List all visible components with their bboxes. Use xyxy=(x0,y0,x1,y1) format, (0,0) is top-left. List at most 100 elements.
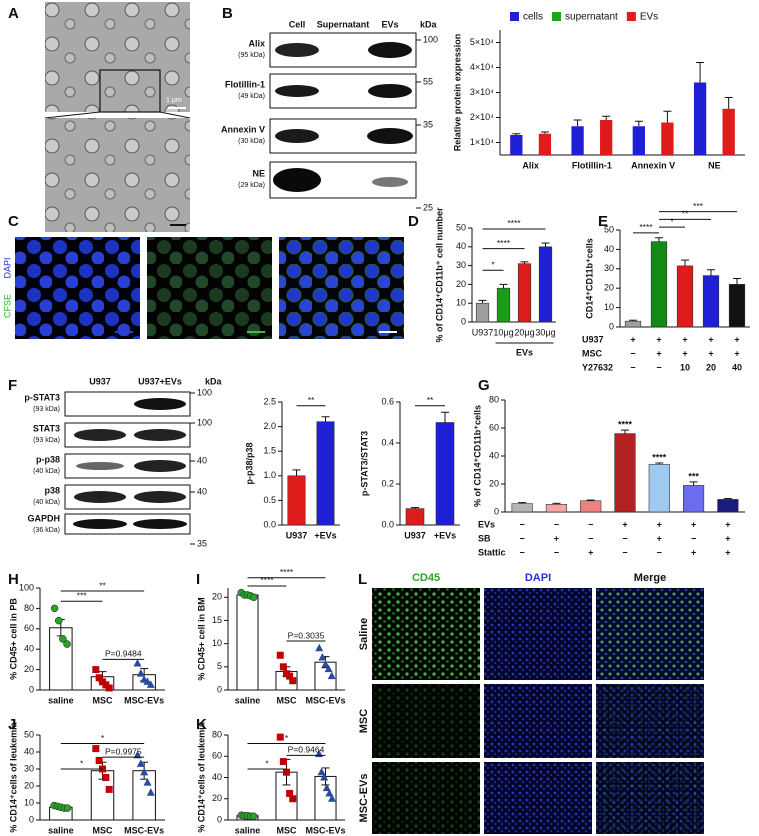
data-point xyxy=(283,768,290,776)
panel-label: G xyxy=(478,377,490,394)
y-tick-label: 40 xyxy=(456,241,466,251)
data-point xyxy=(321,660,330,668)
marker-label: 55 xyxy=(423,76,433,86)
protein-name: p-p38 xyxy=(36,454,60,464)
y-tick-label: 3×10⁴ xyxy=(470,87,494,97)
y-tick-label: 10 xyxy=(456,298,466,308)
y-tick-label: 20 xyxy=(212,592,222,602)
bar xyxy=(614,433,636,513)
condition-mark: + xyxy=(630,334,635,344)
condition-mark: + xyxy=(691,519,696,529)
y-tick-label: 0.2 xyxy=(381,478,394,488)
protein-size: (49 kDa) xyxy=(238,93,265,100)
data-point xyxy=(136,759,145,767)
y-tick-label: 5×10⁴ xyxy=(470,37,494,47)
data-point xyxy=(315,643,324,652)
data-point xyxy=(320,773,329,781)
protein-size: (95 kDa) xyxy=(238,52,265,59)
bar xyxy=(475,302,490,323)
data-point xyxy=(55,616,63,625)
condition-mark: + xyxy=(734,348,739,358)
condition-mark: − xyxy=(588,533,593,543)
y-axis-label: CD14⁺CD11b⁺cells xyxy=(584,238,594,319)
data-point xyxy=(317,767,326,776)
condition-mark: − xyxy=(630,348,635,358)
y-tick-label: 50 xyxy=(456,222,466,232)
lane-label: Supernatant xyxy=(317,19,370,29)
protein-name: Alix xyxy=(248,38,265,48)
fluorescence-image xyxy=(147,237,272,339)
bar xyxy=(702,275,720,328)
lane-label: Cell xyxy=(289,19,306,29)
tissue-overlay xyxy=(596,684,704,758)
y-tick-label: 60 xyxy=(24,623,34,633)
x-tick-label: saline xyxy=(235,825,261,835)
band xyxy=(76,462,124,470)
significance: *** xyxy=(77,591,88,601)
y-axis-label: % CD45+ cell in BM xyxy=(196,597,206,680)
y-axis-label: p-p38/p38 xyxy=(244,442,254,484)
significance: ** xyxy=(427,395,434,405)
bar xyxy=(661,122,674,155)
significance: ** xyxy=(682,209,689,219)
y-tick-label: 100 xyxy=(19,582,34,592)
y-axis-label: % CD14⁺cells of leukemia xyxy=(196,721,206,832)
significance: P=0.3035 xyxy=(288,630,325,640)
marker-label: 100 xyxy=(197,387,212,397)
significance: **** xyxy=(260,575,274,585)
x-tick-label: saline xyxy=(235,695,261,705)
protein-size: (30 kDa) xyxy=(238,138,265,145)
y-tick-label: 0.5 xyxy=(263,495,276,505)
band xyxy=(134,491,186,503)
bar xyxy=(676,265,694,328)
y-tick-label: 0 xyxy=(609,321,614,331)
data-point xyxy=(136,669,145,677)
y-tick-label: 20 xyxy=(212,793,222,803)
inset-line xyxy=(159,111,191,119)
y-tick-label: 20 xyxy=(489,478,499,488)
y-tick-label: 1.5 xyxy=(263,446,276,456)
y-axis-label: % CD45+ cell in PB xyxy=(8,598,18,680)
y-tick-label: 0 xyxy=(217,814,222,824)
data-point xyxy=(279,663,287,671)
legend-label: supernatant xyxy=(565,12,618,23)
data-point xyxy=(276,651,284,659)
data-point xyxy=(328,794,336,802)
protein-name: p38 xyxy=(44,485,60,495)
condition-mark: + xyxy=(725,519,730,529)
condition-mark: + xyxy=(622,519,627,529)
x-tick-label: saline xyxy=(48,695,74,705)
data-point xyxy=(95,757,103,764)
significance: * xyxy=(80,758,84,768)
y-tick-label: 10 xyxy=(604,302,614,312)
condition-label: Y27632 xyxy=(582,362,613,372)
band xyxy=(134,460,186,472)
x-tick-label: MSC xyxy=(277,695,298,705)
y-tick-label: 15 xyxy=(212,615,222,625)
significance: * xyxy=(265,758,269,768)
condition-mark: + xyxy=(725,547,730,557)
condition-mark: + xyxy=(554,533,559,543)
protein-name: p-STAT3 xyxy=(24,392,60,402)
data-point xyxy=(59,635,67,643)
significance: **** xyxy=(507,218,521,228)
panel-label: H xyxy=(8,571,19,588)
tissue-image xyxy=(484,684,592,758)
bar xyxy=(510,135,523,155)
y-tick-label: 0 xyxy=(29,684,34,694)
protein-size: (93 kDa) xyxy=(33,437,60,444)
condition-mark: + xyxy=(725,533,730,543)
panel-l-images xyxy=(372,588,704,834)
y-tick-label: 40 xyxy=(212,772,222,782)
x-tick-label: 20μg xyxy=(514,327,534,337)
bar xyxy=(648,464,670,513)
lane-label: U937 xyxy=(89,376,111,386)
bar xyxy=(571,126,584,155)
x-tick-label: MSC xyxy=(93,825,114,835)
y-tick-label: 30 xyxy=(456,260,466,270)
condition-mark: − xyxy=(588,519,593,529)
y-tick-label: 20 xyxy=(604,283,614,293)
significance: P=0.9464 xyxy=(288,745,325,755)
x-tick-label: NE xyxy=(708,160,721,170)
